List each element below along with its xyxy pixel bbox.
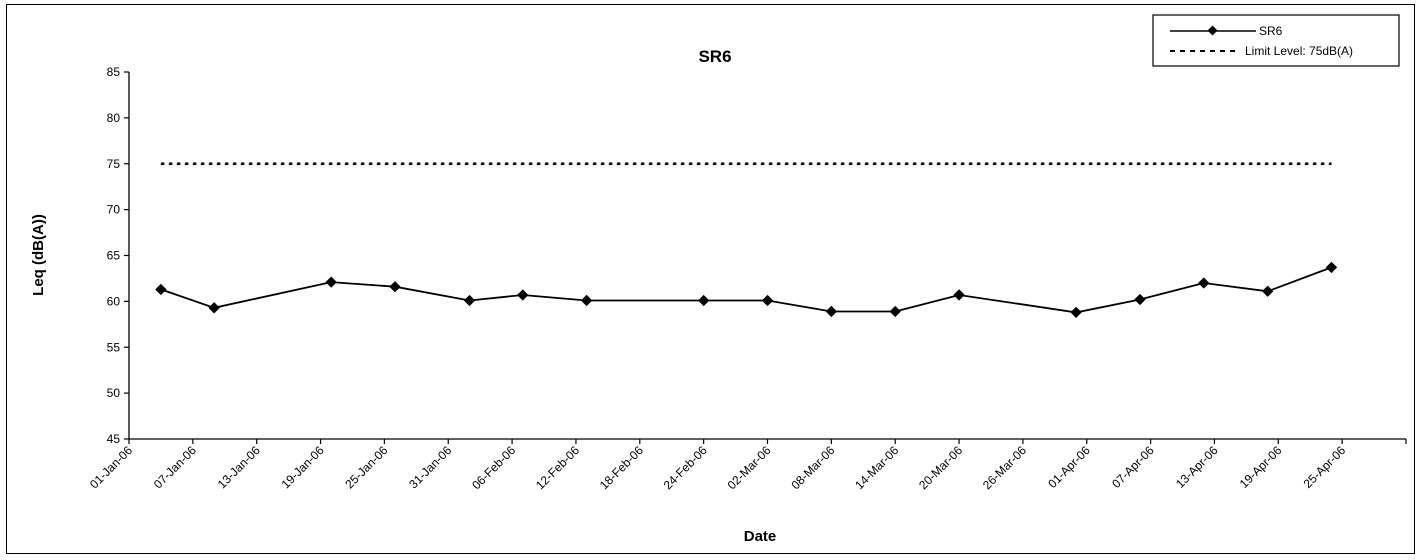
x-tick-label: 26-Mar-06 — [980, 443, 1029, 492]
data-point — [761, 294, 774, 307]
data-point — [517, 289, 529, 301]
x-tick-label: 14-Mar-06 — [852, 443, 901, 492]
x-tick-label: 31-Jan-06 — [406, 443, 454, 491]
x-tick-label: 19-Apr-06 — [1237, 443, 1285, 491]
data-point — [463, 294, 476, 307]
data-point — [825, 305, 838, 318]
series-layer — [155, 162, 1338, 319]
y-axis: 45 50 55 60 65 70 75 80 85 — [107, 65, 130, 446]
y-tick-label: 70 — [107, 203, 121, 217]
x-tick-label: 18-Feb-06 — [597, 443, 646, 492]
series-line-sr6 — [160, 266, 1332, 314]
data-point — [208, 302, 220, 314]
y-tick-label: 60 — [107, 294, 121, 308]
x-tick-label: 02-Mar-06 — [725, 443, 774, 492]
x-tick-label: 06-Feb-06 — [469, 443, 518, 492]
data-point — [1070, 306, 1082, 319]
x-tick-label: 13-Apr-06 — [1173, 443, 1221, 491]
data-point — [1134, 293, 1146, 306]
legend-limit-label: Limit Level: 75dB(A) — [1245, 44, 1353, 58]
data-point — [580, 294, 593, 307]
x-tick-label: 01-Apr-06 — [1045, 443, 1093, 491]
y-tick-label: 85 — [107, 65, 121, 79]
data-point — [325, 276, 337, 288]
data-point — [155, 283, 167, 296]
y-tick-label: 75 — [107, 157, 121, 171]
y-tick-label: 45 — [107, 432, 121, 446]
legend: SR6 Limit Level: 75dB(A) — [1152, 14, 1400, 67]
x-axis-label: Date — [744, 528, 777, 545]
y-tick-label: 65 — [107, 249, 121, 263]
legend-sr6-label: SR6 — [1259, 24, 1283, 38]
y-tick-label: 80 — [107, 111, 121, 125]
data-point — [953, 289, 965, 301]
x-tick-label: 25-Apr-06 — [1301, 443, 1349, 491]
data-point — [389, 281, 401, 293]
x-tick-label: 25-Jan-06 — [342, 443, 390, 491]
x-tick-label: 08-Mar-06 — [788, 443, 837, 492]
data-point — [698, 294, 710, 307]
y-tick-label: 55 — [107, 340, 121, 354]
chart-frame — [6, 4, 1415, 554]
x-tick-label: 12-Feb-06 — [533, 443, 582, 492]
legend-box — [1152, 14, 1400, 67]
x-tick-label: 24-Feb-06 — [661, 443, 710, 492]
x-axis: 01-Jan-06 07-Jan-06 13-Jan-06 19-Jan-06 25-J… — [87, 438, 1407, 492]
y-axis-label: Leq (dB(A)) — [30, 214, 47, 296]
x-tick-label: 19-Jan-06 — [279, 443, 327, 491]
x-tick-label: 07-Apr-06 — [1109, 443, 1157, 491]
chart-title: SR6 — [698, 47, 731, 66]
y-tick-label: 50 — [107, 386, 121, 400]
x-tick-label: 01-Jan-06 — [87, 443, 135, 491]
data-point — [889, 305, 901, 318]
x-tick-label: 20-Mar-06 — [916, 443, 965, 492]
x-tick-label: 13-Jan-06 — [215, 443, 263, 491]
legend-sr6-marker — [1207, 25, 1218, 36]
data-point — [1262, 285, 1274, 297]
data-point — [1198, 277, 1210, 289]
data-point — [1325, 261, 1338, 274]
x-tick-label: 07-Jan-06 — [151, 443, 199, 491]
